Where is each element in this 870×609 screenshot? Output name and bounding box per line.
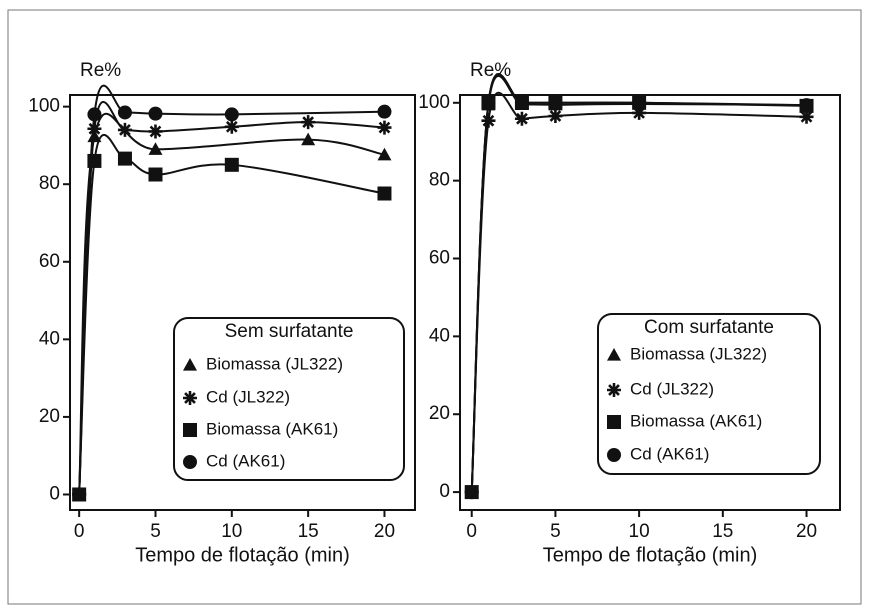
- legend-marker: [607, 348, 621, 361]
- legend-label: Cd (JL322): [206, 387, 290, 406]
- marker-circle: [514, 95, 529, 110]
- y-tick-label: 20: [429, 403, 450, 424]
- marker-circle: [377, 104, 392, 119]
- x-tick-label: 20: [374, 521, 395, 542]
- x-tick-label: 15: [712, 521, 733, 542]
- marker-square: [224, 157, 239, 172]
- plot-frame: [69, 94, 416, 511]
- y-tick-label: 0: [49, 484, 60, 505]
- marker-star: [377, 120, 392, 135]
- legend-marker: [607, 448, 621, 462]
- legend-title: Com surfatante: [644, 317, 774, 338]
- marker-star: [117, 122, 132, 137]
- x-axis-label: Tempo de flotação (min): [135, 544, 350, 566]
- marker-circle: [224, 107, 239, 122]
- y-tick-label: 20: [39, 406, 60, 427]
- legend-label: Cd (AK61): [206, 451, 285, 470]
- legend-label: Cd (AK61): [630, 444, 709, 463]
- y-tick-label: 60: [429, 248, 450, 269]
- legend-marker: [607, 415, 621, 429]
- marker-star: [148, 124, 163, 139]
- x-tick-label: 5: [150, 521, 161, 542]
- marker-star: [548, 109, 563, 124]
- legend-label: Biomassa (JL322): [630, 344, 767, 363]
- figure-frame: [7, 9, 862, 605]
- y-tick-label: 80: [429, 170, 450, 191]
- marker-circle: [148, 106, 163, 121]
- marker-circle: [464, 485, 479, 500]
- legend-marker: [183, 391, 197, 405]
- legend-label: Cd (JL322): [630, 379, 714, 398]
- x-tick-label: 15: [298, 521, 319, 542]
- marker-star: [799, 109, 814, 124]
- marker-triangle: [301, 132, 316, 146]
- legend-marker: [183, 455, 197, 469]
- marker-square: [148, 167, 163, 182]
- marker-star: [514, 111, 529, 126]
- y-tick-label: 100: [28, 96, 60, 117]
- legend-label: Biomassa (AK61): [206, 419, 338, 438]
- marker-triangle: [87, 129, 102, 143]
- x-tick-label: 10: [221, 521, 242, 542]
- marker-circle: [799, 98, 814, 113]
- y-tick-label: 100: [418, 92, 450, 113]
- x-tick-label: 0: [74, 521, 85, 542]
- legend-label: Biomassa (AK61): [630, 411, 762, 430]
- y-axis-label: Re%: [80, 60, 121, 81]
- marker-square: [87, 153, 102, 168]
- marker-square: [377, 186, 392, 201]
- y-tick-label: 0: [439, 481, 450, 502]
- legend-marker: [183, 358, 197, 371]
- marker-star: [87, 121, 102, 136]
- marker-triangle: [377, 147, 392, 161]
- marker-star: [481, 113, 496, 128]
- legend-box: [597, 313, 821, 475]
- marker-square: [117, 151, 132, 166]
- legend-marker: [607, 383, 621, 397]
- x-tick-label: 0: [466, 521, 477, 542]
- legend-box: [173, 317, 405, 481]
- y-tick-label: 60: [39, 251, 60, 272]
- x-tick-label: 10: [629, 521, 650, 542]
- marker-star: [632, 105, 647, 120]
- marker-circle: [548, 95, 563, 110]
- x-tick-label: 5: [550, 521, 561, 542]
- marker-circle: [72, 487, 87, 502]
- marker-circle: [117, 105, 132, 120]
- marker-circle: [481, 95, 496, 110]
- y-axis-label: Re%: [470, 60, 511, 81]
- y-tick-label: 40: [39, 328, 60, 349]
- marker-star: [301, 115, 316, 130]
- legend-marker: [183, 423, 197, 437]
- plot-frame: [459, 94, 841, 511]
- marker-circle: [632, 95, 647, 110]
- y-tick-label: 40: [429, 325, 450, 346]
- x-tick-label: 20: [796, 521, 817, 542]
- y-tick-label: 80: [39, 173, 60, 194]
- legend-title: Sem surfatante: [225, 321, 354, 342]
- legend-label: Biomassa (JL322): [206, 354, 343, 373]
- marker-circle: [87, 107, 102, 122]
- marker-star: [224, 119, 239, 134]
- marker-triangle: [148, 142, 163, 155]
- x-axis-label: Tempo de flotação (min): [543, 544, 758, 566]
